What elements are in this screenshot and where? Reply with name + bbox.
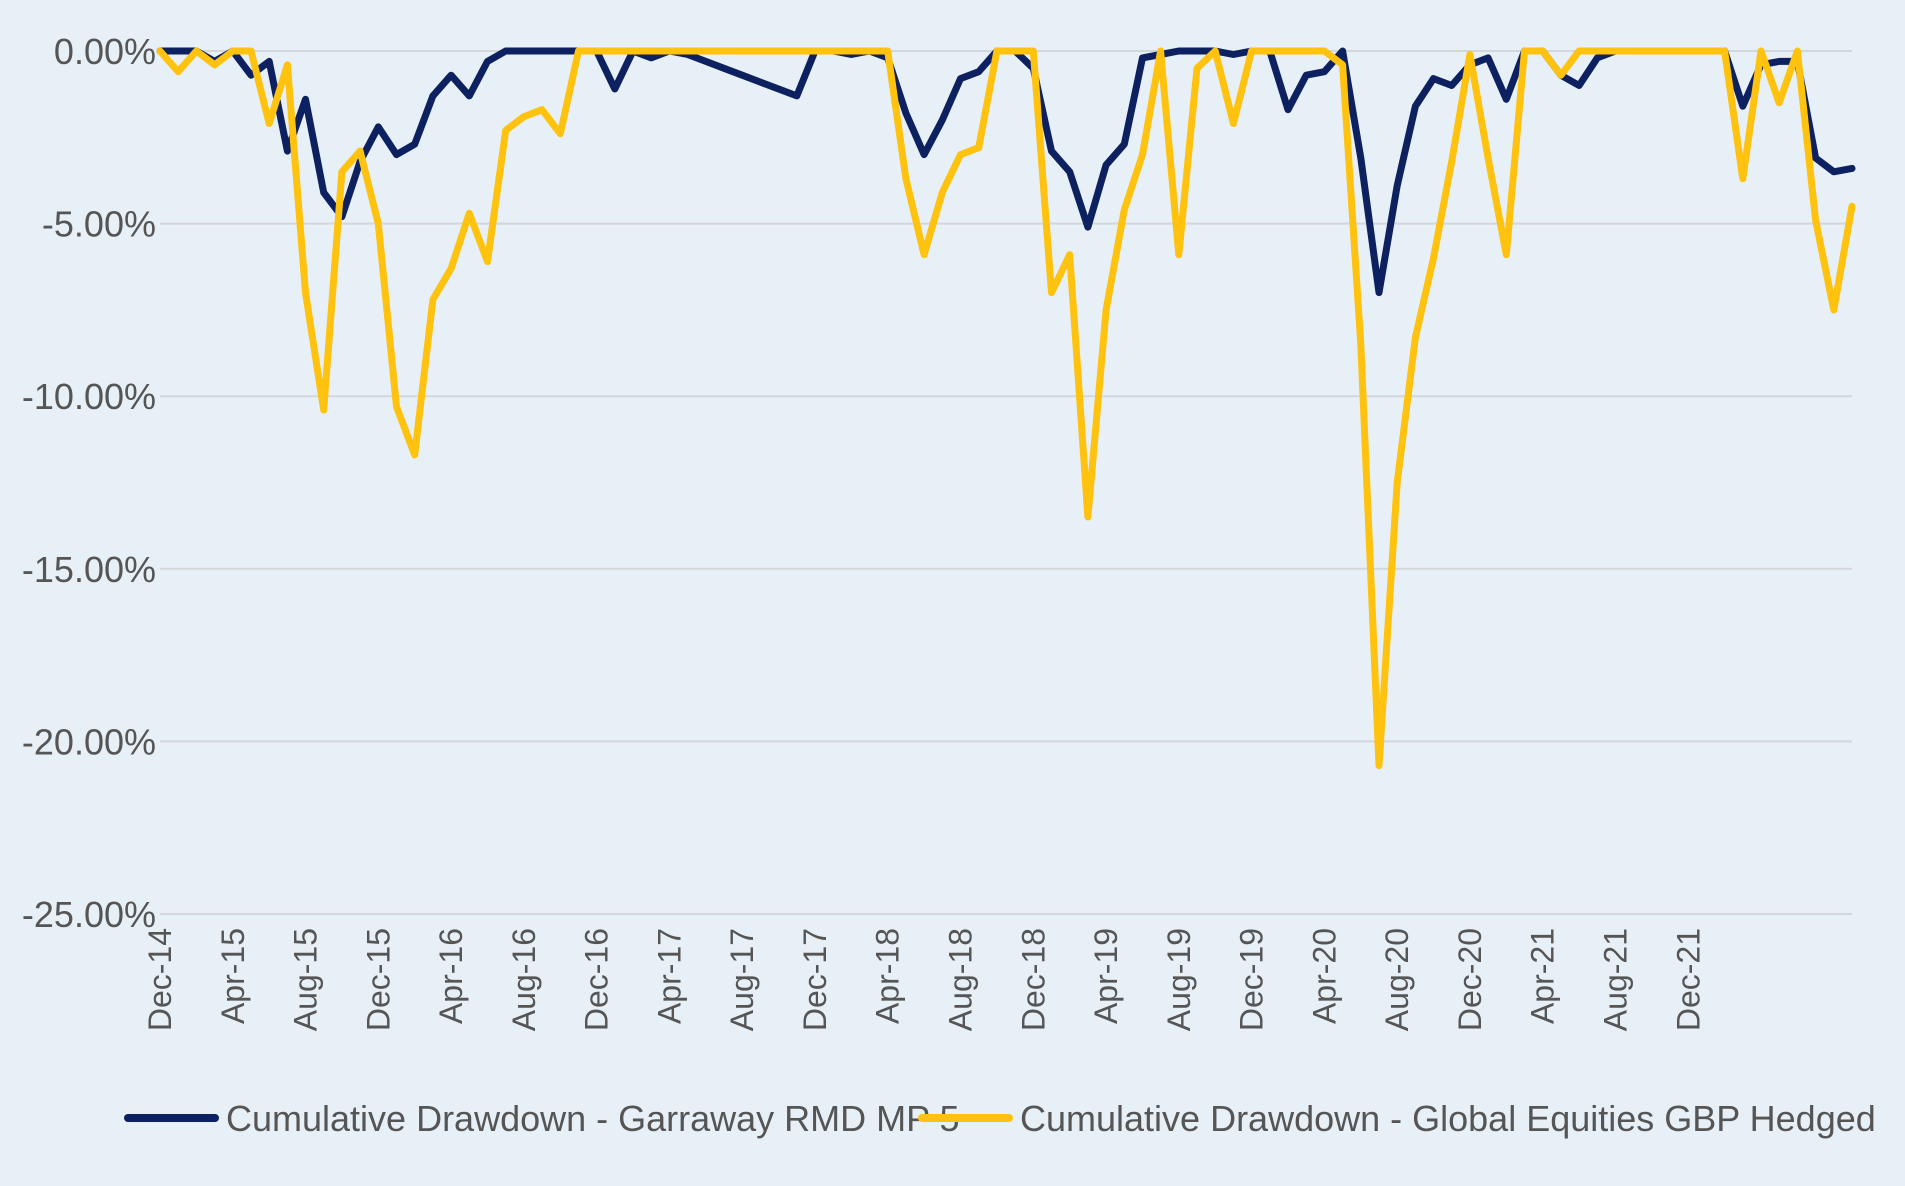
x-tick-label: Apr-21 xyxy=(1525,928,1561,1024)
x-tick-label: Dec-20 xyxy=(1452,928,1488,1031)
x-tick-label: Dec-14 xyxy=(142,928,178,1031)
y-tick-label: -15.00% xyxy=(22,549,156,590)
series-line-2 xyxy=(156,47,1856,770)
y-tick-label: 0.00% xyxy=(54,31,156,72)
x-tick-label: Aug-20 xyxy=(1379,928,1415,1031)
x-tick-label: Apr-16 xyxy=(433,928,469,1024)
y-tick-label: -25.00% xyxy=(22,894,156,935)
x-tick-label: Apr-20 xyxy=(1306,928,1342,1024)
x-tick-label: Apr-17 xyxy=(651,928,687,1024)
x-tick-label: Aug-15 xyxy=(288,928,324,1031)
x-tick-label: Dec-17 xyxy=(797,928,833,1031)
x-tick-label: Dec-16 xyxy=(579,928,615,1031)
x-tick-label: Aug-18 xyxy=(943,928,979,1031)
legend-item: Cumulative Drawdown - Garraway RMD MP 5 xyxy=(124,1098,960,1139)
y-axis-ticks: 0.00% -5.00% -10.00% -15.00% -20.00% -25.00% xyxy=(22,31,156,935)
x-tick-label: Apr-15 xyxy=(215,928,251,1024)
x-tick-label: Apr-18 xyxy=(870,928,906,1024)
y-tick-label: -20.00% xyxy=(22,721,156,762)
legend-label: Cumulative Drawdown - Global Equities GB… xyxy=(1020,1098,1876,1139)
gridlines xyxy=(160,50,1852,915)
series-lines xyxy=(156,47,1856,770)
x-tick-label: Dec-21 xyxy=(1670,928,1706,1031)
y-tick-label: -5.00% xyxy=(42,204,156,245)
series-1 xyxy=(156,47,1856,297)
x-tick-label: Apr-19 xyxy=(1088,928,1124,1024)
x-tick-label: Aug-21 xyxy=(1597,928,1633,1031)
legend: Cumulative Drawdown - Garraway RMD MP 5 C… xyxy=(124,1098,1876,1139)
x-tick-label: Aug-19 xyxy=(1161,928,1197,1031)
series-2 xyxy=(156,47,1856,770)
legend-item: Cumulative Drawdown - Global Equities GB… xyxy=(918,1098,1876,1139)
y-tick-label: -10.00% xyxy=(22,376,156,417)
x-tick-label: Aug-17 xyxy=(724,928,760,1031)
x-tick-label: Dec-15 xyxy=(360,928,396,1031)
x-tick-label: Dec-18 xyxy=(1015,928,1051,1031)
x-tick-label: Aug-16 xyxy=(506,928,542,1031)
series-line-1 xyxy=(156,47,1856,297)
x-tick-label: Dec-19 xyxy=(1234,928,1270,1031)
legend-label: Cumulative Drawdown - Garraway RMD MP 5 xyxy=(226,1098,960,1139)
x-axis-ticks: Dec-14 Apr-15 Aug-15 Dec-15 Apr-16 Aug-16 Dec-… xyxy=(142,928,1706,1031)
